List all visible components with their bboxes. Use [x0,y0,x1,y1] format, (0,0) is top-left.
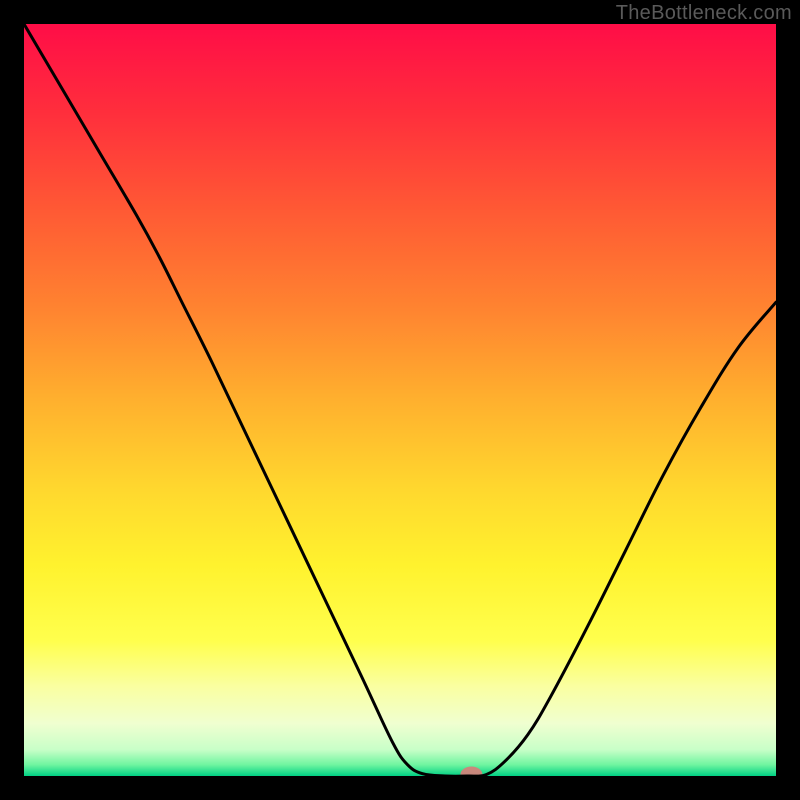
gradient-background [24,24,776,776]
bottleneck-chart [24,24,776,776]
watermark-text: TheBottleneck.com [616,2,792,25]
chart-container: TheBottleneck.com [0,0,800,800]
plot-area [24,24,776,776]
